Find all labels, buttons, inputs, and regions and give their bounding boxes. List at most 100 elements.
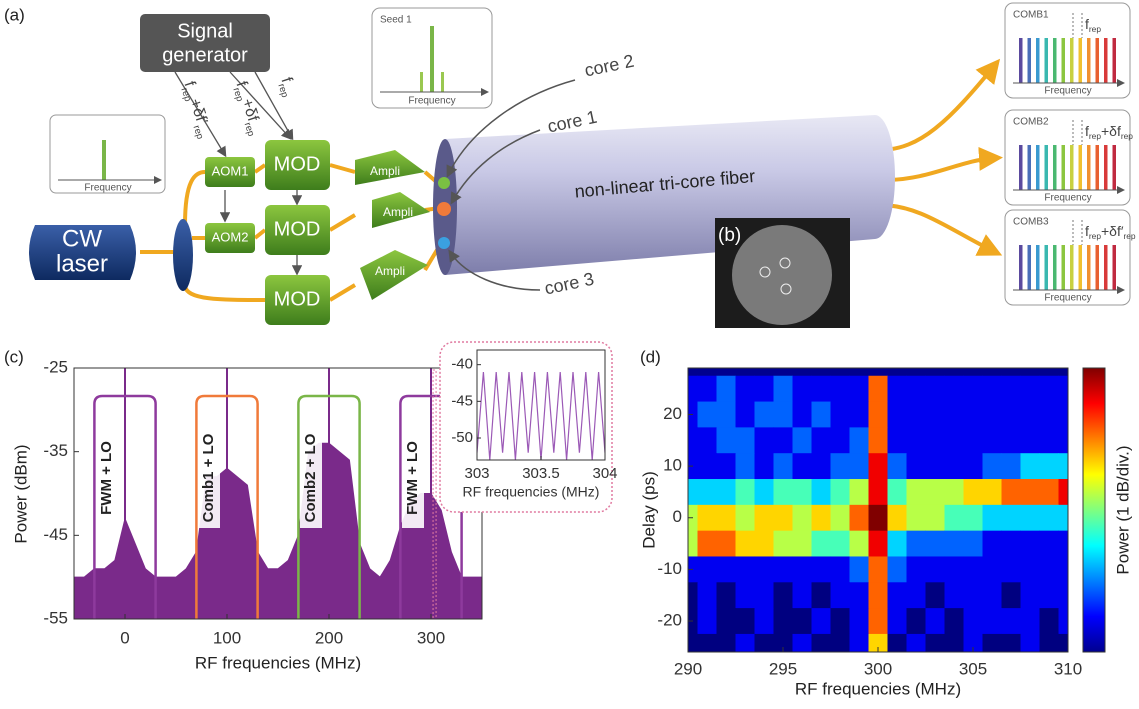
heatmap-cell — [982, 479, 1002, 506]
axis-label: Frequency — [1044, 193, 1091, 204]
comb-line — [1087, 145, 1091, 190]
heatmap-cell — [1058, 375, 1068, 403]
heatmap-cell — [1020, 427, 1040, 454]
heatmap-cell — [944, 453, 964, 480]
heatmap-cell — [735, 427, 755, 454]
heatmap-cell — [849, 633, 869, 652]
heatmap-cell — [1001, 427, 1021, 454]
subscript: rep — [1089, 24, 1101, 34]
heatmap-cell — [887, 608, 907, 635]
heatmap-cell — [697, 556, 717, 583]
heatmap-cell — [754, 530, 774, 557]
heatmap-cell — [1020, 608, 1040, 635]
seed-line — [430, 26, 434, 92]
heatmap-cell — [868, 479, 888, 506]
heatmap-cell — [906, 427, 926, 454]
heatmap-cell — [849, 479, 869, 506]
heatmap-cell — [754, 504, 774, 532]
heatmap-cell — [735, 530, 755, 557]
x-tick-label: 290 — [674, 659, 702, 678]
heatmap-cell — [716, 530, 736, 557]
heatmap-cell — [906, 453, 926, 480]
heatmap-cell — [754, 556, 774, 583]
heatmap-cell — [944, 582, 964, 609]
panel-label: (b) — [718, 225, 741, 246]
subscript: rep — [191, 124, 206, 141]
aom — [205, 223, 255, 253]
heatmap-cell — [849, 608, 869, 635]
mod — [265, 140, 330, 190]
heatmap-cell — [982, 427, 1002, 454]
y-tick-label: 20 — [663, 404, 682, 423]
heatmap-cell — [1039, 504, 1059, 532]
heatmap-cell — [811, 375, 831, 403]
heatmap-cell — [754, 375, 774, 403]
heatmap-cell — [849, 401, 869, 428]
heatmap-cell — [906, 375, 926, 403]
core — [438, 177, 450, 189]
heatmap-cell — [1001, 401, 1021, 428]
annotation: FWM + LO — [98, 441, 115, 515]
heatmap-cell — [868, 556, 888, 583]
heatmap-cell — [811, 504, 831, 532]
y-tick-label: -25 — [43, 357, 68, 376]
aom — [205, 157, 255, 187]
heatmap-cell — [906, 504, 926, 532]
heatmap-cell — [1039, 401, 1059, 428]
annotation-bg — [198, 428, 220, 528]
axis-label: Frequency — [1044, 86, 1091, 97]
heatmap-cell — [830, 633, 850, 652]
heatmap-cell — [735, 504, 755, 532]
x-tick-label: 0 — [120, 628, 129, 647]
heatmap-cell — [792, 401, 812, 428]
signal-generator — [140, 14, 270, 72]
heatmap-cell — [697, 504, 717, 532]
heatmap-cell — [735, 401, 755, 428]
seed-line — [441, 72, 444, 92]
heatmap-cell — [887, 401, 907, 428]
comb-line — [1061, 245, 1065, 290]
comb-line — [1095, 145, 1099, 190]
heatmap-cell — [697, 427, 717, 454]
comb-line — [1078, 145, 1082, 190]
heatmap-cell — [1039, 479, 1059, 506]
comb-line — [1027, 145, 1031, 190]
comb-line — [1044, 145, 1048, 190]
coupler — [173, 219, 193, 291]
heatmap-cell — [925, 608, 945, 635]
heatmap-cell — [925, 453, 945, 480]
label-part: f — [232, 79, 250, 89]
heatmap-cell — [944, 608, 964, 635]
heatmap-cell — [1020, 504, 1040, 532]
heatmap-cell — [792, 375, 812, 403]
heatmap-cell — [1001, 608, 1021, 635]
label: frep+δf′rep — [1085, 223, 1136, 241]
subscript: rep — [179, 86, 194, 103]
heatmap-cell — [773, 401, 793, 428]
heatmap-cell — [1039, 633, 1059, 652]
heatmap-cell — [830, 504, 850, 532]
heatmap-cell — [830, 556, 850, 583]
comb-line — [1044, 245, 1048, 290]
y-tick-label: -10 — [657, 559, 682, 578]
subscript: rep — [1089, 131, 1101, 141]
panel-c: (c) RF frequencies (MHz) Power (dBm) FWM… — [4, 341, 618, 672]
core — [437, 202, 451, 216]
heatmap-cell — [868, 375, 888, 403]
fibers — [140, 58, 1003, 302]
comb-line — [1061, 38, 1065, 83]
core-label: core 3 — [543, 269, 596, 299]
heatmap-cell — [982, 401, 1002, 428]
label-part: f — [1085, 16, 1089, 32]
heatmap-cell — [906, 556, 926, 583]
x-tick-label: 310 — [1054, 659, 1082, 678]
heatmap-cell — [1020, 582, 1040, 609]
comb-line — [1036, 38, 1040, 83]
y-tick-label: -50 — [451, 429, 473, 446]
label-part: +δf′ — [186, 97, 210, 127]
comb-line — [1019, 38, 1023, 83]
heatmap-cell — [925, 530, 945, 557]
heatmap-cell — [849, 530, 869, 557]
